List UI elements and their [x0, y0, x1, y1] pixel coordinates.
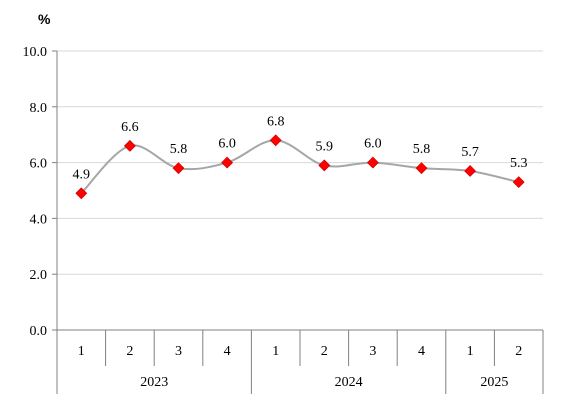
data-labels: 4.9 6.6 5.8 6.0 6.8 5.9 6.0 5.8 5.7 5.3	[73, 114, 528, 182]
x-tick-label: 3	[175, 344, 182, 359]
data-label: 6.6	[121, 120, 139, 135]
x-group-label: 2023	[140, 375, 168, 390]
data-label: 5.8	[170, 142, 188, 157]
x-tick-label: 1	[467, 344, 474, 359]
series-markers	[75, 134, 525, 200]
data-point-marker	[269, 134, 282, 147]
x-group-label: 2024	[335, 375, 363, 390]
y-tick-label: 0.0	[30, 324, 48, 339]
data-point-marker	[366, 156, 379, 169]
x-tick-labels: 1 2 3 4 1 2 3 4 1 2 2023 2024 2025	[78, 344, 522, 390]
data-point-marker	[415, 162, 428, 175]
series-line-path	[80, 139, 519, 195]
y-tick-label: 8.0	[30, 101, 48, 116]
series-line	[80, 139, 519, 195]
y-unit-label: %	[38, 11, 51, 27]
y-tick-label: 6.0	[30, 157, 48, 172]
x-tick-label: 1	[272, 344, 279, 359]
data-label: 6.0	[218, 137, 236, 152]
x-tick-label: 2	[321, 344, 328, 359]
data-point-marker	[512, 176, 525, 189]
data-label: 5.3	[510, 156, 528, 171]
y-tick-label: 10.0	[23, 45, 48, 60]
axes	[52, 50, 544, 394]
data-point-marker	[318, 159, 331, 172]
y-tick-labels: 0.0 2.0 4.0 6.0 8.0 10.0	[23, 45, 48, 339]
x-tick-label: 2	[515, 344, 522, 359]
data-label: 5.7	[461, 145, 479, 160]
data-label: 6.8	[267, 114, 285, 129]
data-point-marker	[221, 156, 234, 169]
x-tick-label: 4	[418, 344, 425, 359]
data-label: 6.0	[364, 137, 382, 152]
data-label: 4.9	[73, 167, 91, 182]
x-tick-label: 2	[126, 344, 133, 359]
y-tick-label: 4.0	[30, 212, 48, 227]
x-tick-label: 4	[224, 344, 231, 359]
data-label: 5.8	[413, 142, 431, 157]
data-point-marker	[464, 165, 477, 177]
x-tick-label: 3	[369, 344, 376, 359]
data-point-marker	[75, 187, 88, 200]
data-point-marker	[123, 139, 136, 152]
gridlines	[57, 50, 543, 275]
x-group-label: 2025	[480, 375, 508, 390]
data-point-marker	[172, 162, 185, 175]
data-label: 5.9	[316, 139, 334, 154]
y-tick-label: 2.0	[30, 268, 48, 283]
x-tick-label: 1	[78, 344, 85, 359]
